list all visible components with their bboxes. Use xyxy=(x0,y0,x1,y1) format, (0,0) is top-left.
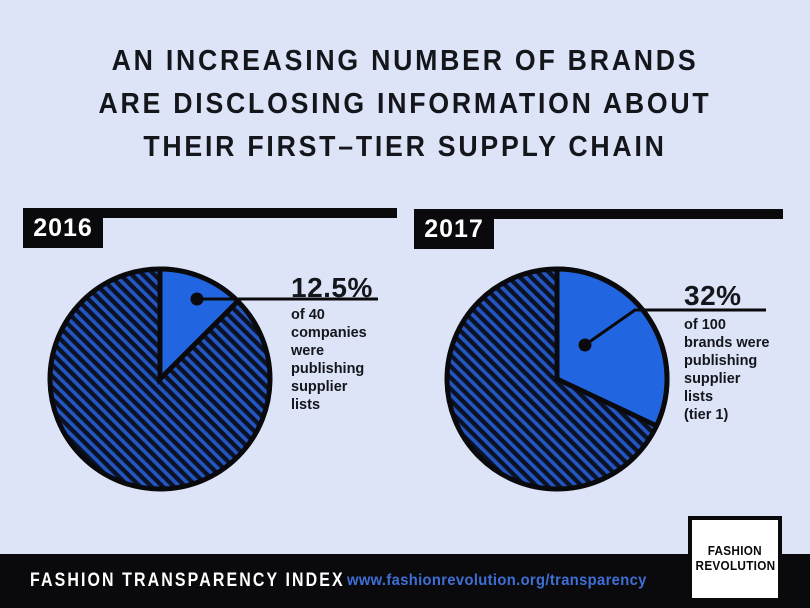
percent-label-2017: 32% xyxy=(684,280,742,311)
logo-line-2: REVOLUTION xyxy=(695,559,775,573)
logo-line-1: FASHION xyxy=(707,544,763,558)
callout-line xyxy=(584,308,766,347)
description-line: lists xyxy=(291,397,321,413)
description-2016: of 40 companies were publishing supplier… xyxy=(291,306,367,414)
description-line: of 100 xyxy=(684,317,726,333)
title-line-2: ARE DISCLOSING INFORMATION ABOUT xyxy=(98,88,712,120)
description-line: supplier xyxy=(291,379,348,395)
description-line: publishing xyxy=(291,361,365,377)
callout-2016 xyxy=(190,292,378,306)
description-line: were xyxy=(291,343,325,359)
callout-dot xyxy=(190,292,204,306)
year-badge-2016: 2016 xyxy=(23,208,103,248)
description-line: companies xyxy=(291,325,367,341)
description-line: brands were xyxy=(684,335,770,351)
page-title: AN INCREASING NUMBER OF BRANDS ARE DISCL… xyxy=(32,40,777,169)
footer-bar: FASHION TRANSPARENCY INDEX www.fashionre… xyxy=(0,554,810,608)
percent-label-2016: 12.5% xyxy=(291,272,373,303)
description-line: supplier xyxy=(684,371,741,387)
index-title: FASHION TRANSPARENCY INDEX xyxy=(30,570,345,591)
year-badge-2017: 2017 xyxy=(414,209,494,249)
callout-dot xyxy=(578,338,592,352)
title-line-1: AN INCREASING NUMBER OF BRANDS xyxy=(111,45,699,77)
title-line-3: THEIR FIRST–TIER SUPPLY CHAIN xyxy=(143,131,667,163)
description-line: of 40 xyxy=(291,307,325,323)
description-line: (tier 1) xyxy=(684,407,729,423)
year-rule-2016 xyxy=(23,208,397,218)
callout-2017 xyxy=(578,308,766,352)
fashion-revolution-logo: FASHION REVOLUTION xyxy=(688,516,782,602)
year-rule-2017 xyxy=(414,209,783,219)
description-line: publishing xyxy=(684,353,758,369)
pie-slice-publishing xyxy=(554,266,670,430)
pie-chart-2017 xyxy=(444,266,670,492)
description-2017: of 100 brands were publishing supplier l… xyxy=(684,316,769,424)
transparency-url-link[interactable]: www.fashionrevolution.org/transparency xyxy=(347,572,647,589)
pie-chart-2016 xyxy=(47,266,273,492)
description-line: lists xyxy=(684,389,714,405)
